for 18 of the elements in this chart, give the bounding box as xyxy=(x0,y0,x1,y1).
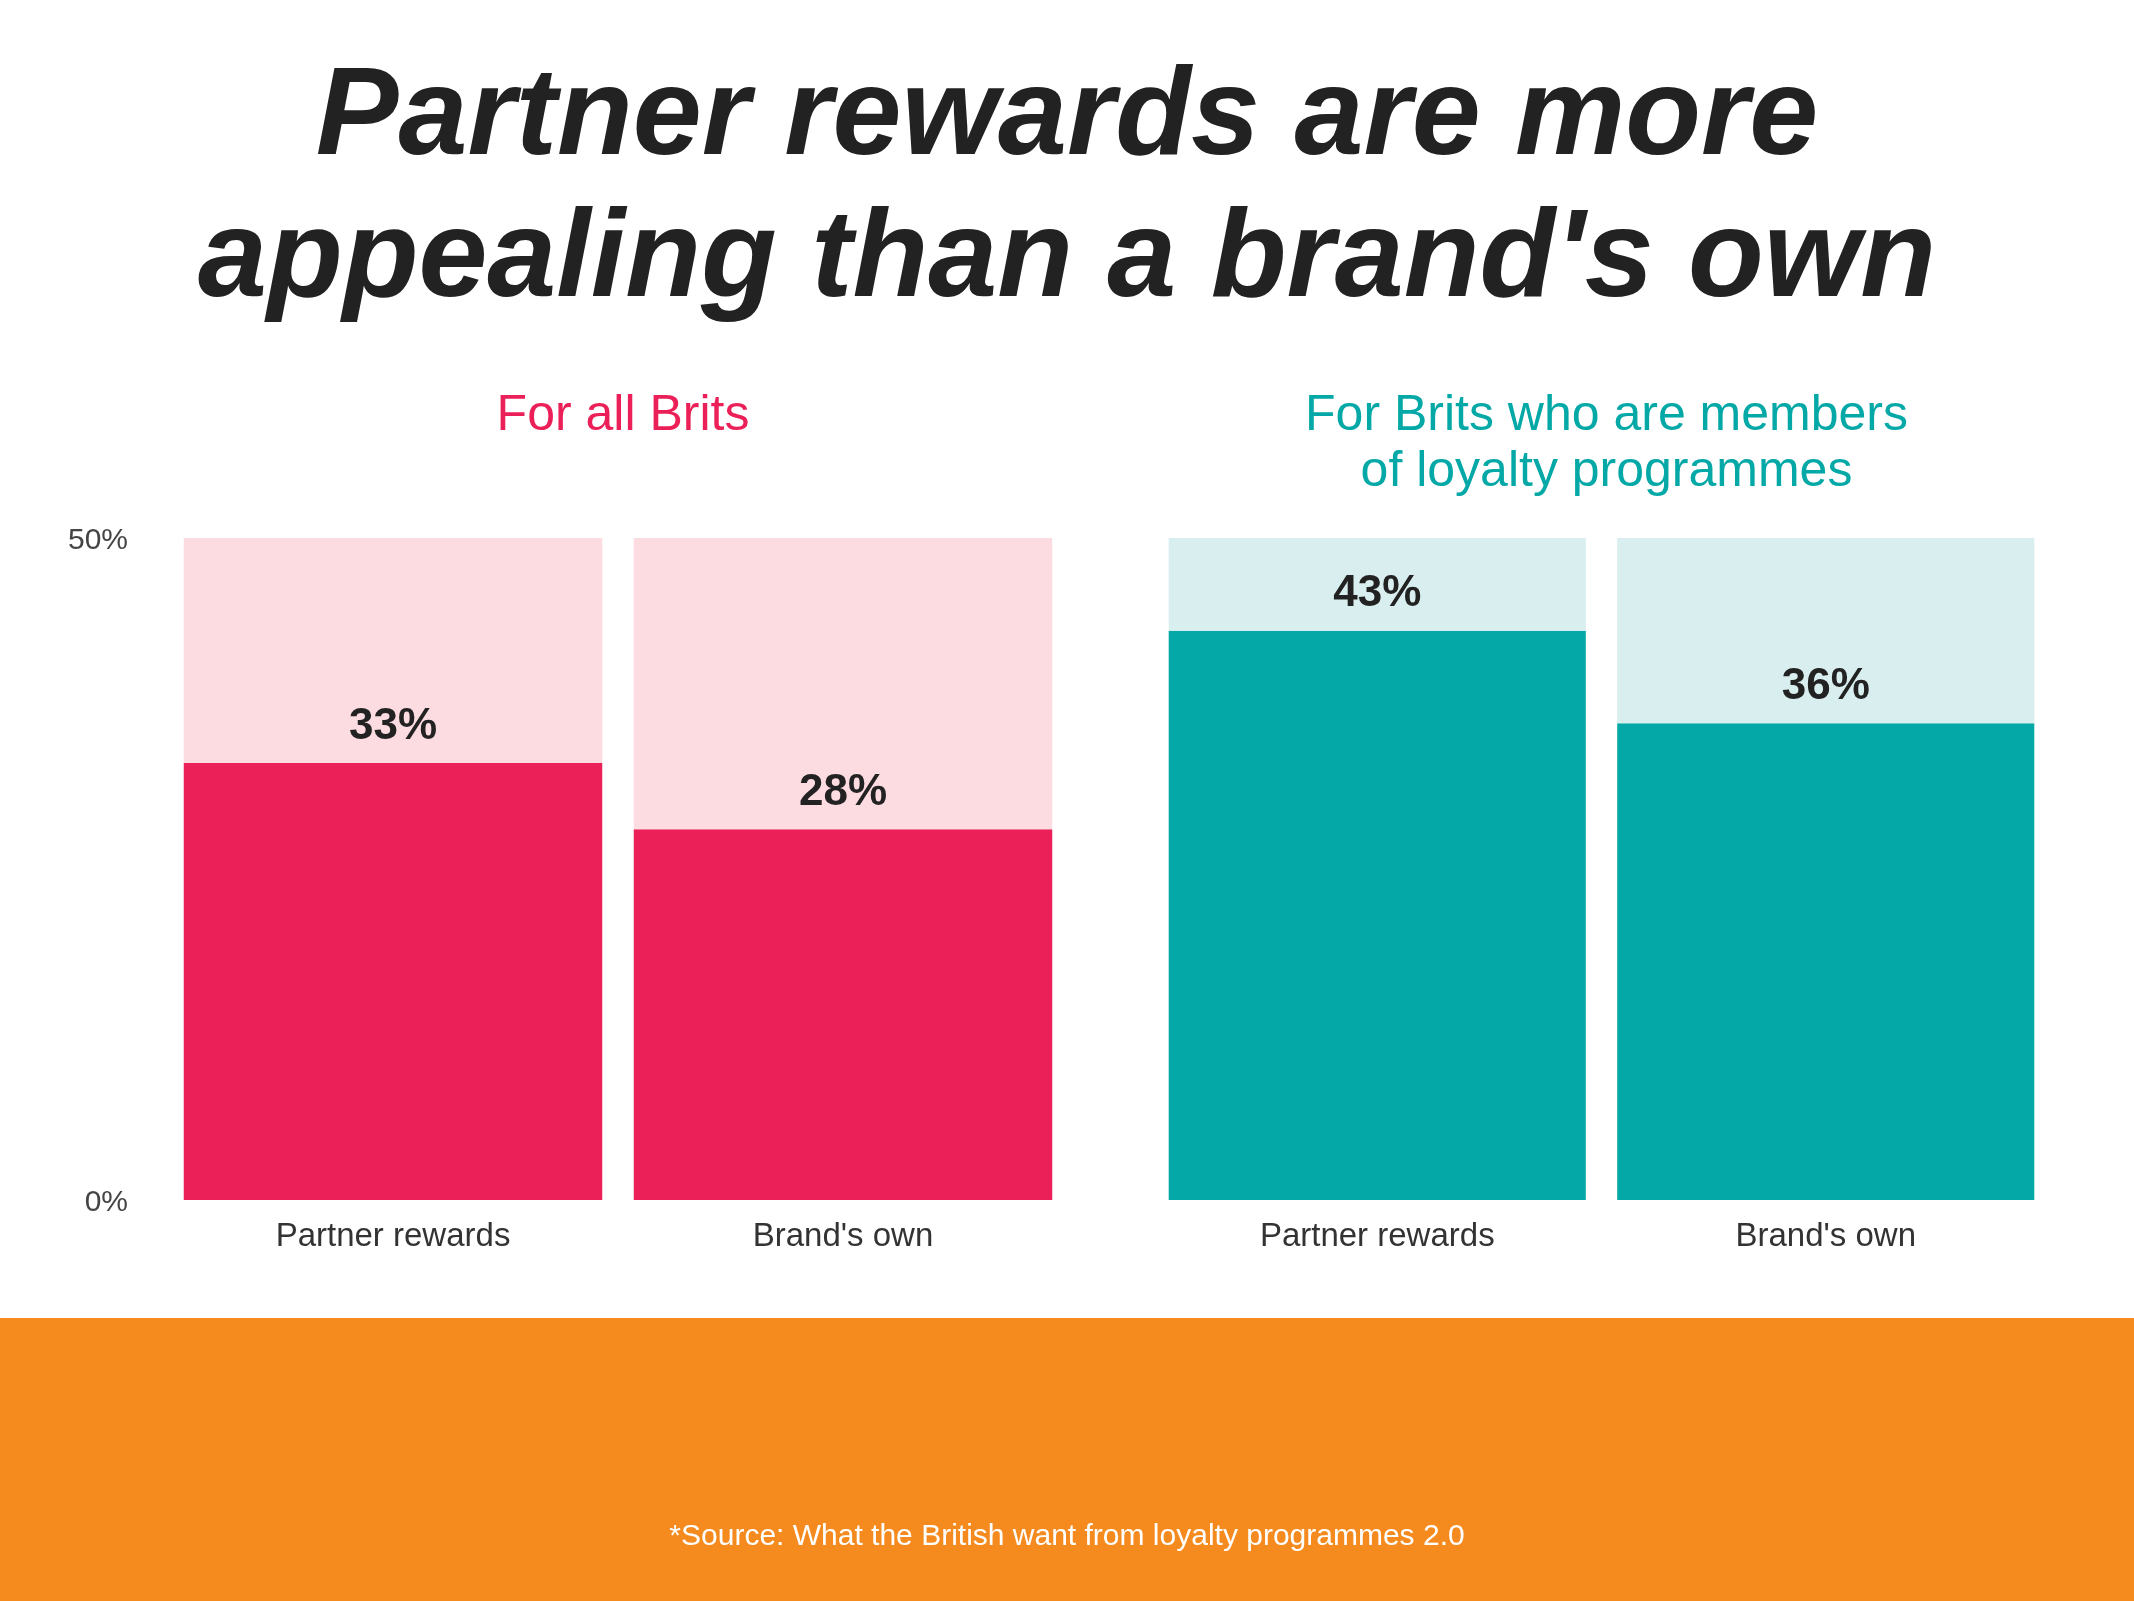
y-tick-label: 0% xyxy=(84,1183,128,1217)
data-label: 28% xyxy=(798,764,888,814)
bar xyxy=(183,763,603,1200)
chart-title: Partner rewards are more appealing than a brand's own xyxy=(196,41,1938,324)
bar xyxy=(183,538,603,764)
bar xyxy=(633,829,1053,1200)
x-tick-label: Partner rewards xyxy=(275,1216,511,1253)
text: *Source: What the British want from loyalty programmes 2.0 xyxy=(668,1518,1466,1552)
x-tick-label: Brand's own xyxy=(752,1216,934,1253)
x-tick-label: Brand's own xyxy=(1735,1216,1917,1253)
chart-subtitle: For Brits who are members of loyalty programmes xyxy=(1305,385,1908,497)
data-label: 36% xyxy=(1781,658,1870,708)
bar xyxy=(633,538,1053,830)
data-label: 33% xyxy=(348,698,438,748)
chart-subtitle: For all Brits xyxy=(496,385,750,441)
x-tick-label: Partner rewards xyxy=(1259,1216,1495,1253)
data-label: 43% xyxy=(1333,566,1422,616)
y-tick-label: 50% xyxy=(67,521,128,555)
